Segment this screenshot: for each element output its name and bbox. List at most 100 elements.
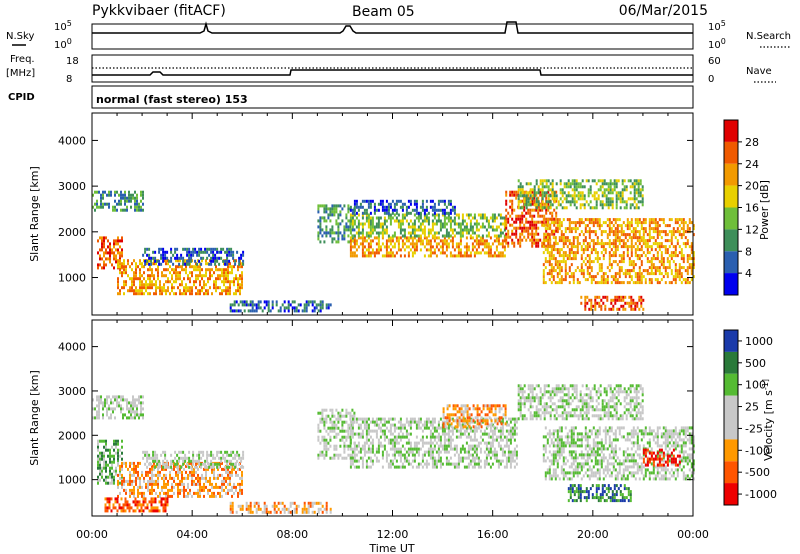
cell-band-2 — [163, 476, 165, 480]
cell-band-1 — [113, 475, 115, 479]
cell-band-11 — [610, 221, 613, 225]
cell-band-8 — [369, 202, 372, 206]
cell-band-2 — [133, 271, 135, 275]
cell-band-10 — [611, 203, 614, 207]
cell-band-2 — [185, 488, 187, 492]
cell-band-11 — [542, 275, 545, 279]
cell-band-7 — [487, 222, 490, 226]
cell-band-10 — [565, 200, 568, 204]
cell-band-11 — [552, 221, 555, 225]
cell-band-4 — [142, 509, 145, 513]
cell-band-8 — [413, 208, 416, 212]
cell-band-2 — [127, 274, 129, 278]
cell-band-12 — [612, 298, 615, 302]
cell-band-7 — [355, 417, 358, 421]
cell-band-3 — [164, 250, 167, 254]
cell-band-8 — [351, 208, 354, 212]
cell-band-3 — [214, 456, 217, 460]
cell-band-11 — [624, 224, 627, 228]
cell-band-6 — [439, 251, 442, 255]
cell-band-11 — [564, 275, 567, 279]
cell-band-6 — [429, 245, 432, 249]
cell-band-1 — [130, 199, 132, 203]
cell-band-10 — [635, 206, 638, 210]
cell-band-6 — [413, 245, 416, 249]
cell-band-12 — [588, 298, 591, 302]
cell-band-3 — [212, 256, 215, 260]
cell-band-2 — [221, 473, 223, 477]
cell-band-2 — [149, 488, 151, 492]
cell-band-11 — [576, 221, 579, 225]
cell-band-11 — [568, 218, 571, 222]
cell-band-1 — [103, 466, 105, 470]
cell-band-11 — [610, 281, 613, 285]
cell-band-2 — [217, 277, 219, 281]
cell-band-7 — [379, 222, 382, 226]
cell-band-0 — [99, 236, 101, 240]
cell-band-7 — [431, 222, 434, 226]
cell-band-5 — [337, 237, 340, 241]
cell-band-4 — [251, 309, 254, 313]
cell-band-11 — [560, 278, 563, 282]
colorbar-tick-label: 16 — [745, 202, 759, 215]
cell-band-2 — [167, 494, 169, 498]
cell-band-2 — [191, 467, 193, 471]
cell-band-11 — [620, 230, 623, 234]
cell-band-2 — [137, 289, 139, 293]
cell-band-10 — [529, 194, 532, 198]
cell-band-7 — [447, 213, 450, 217]
cell-band-11 — [618, 266, 621, 270]
cell-band-6 — [367, 254, 370, 258]
cell-band-0 — [138, 413, 140, 417]
cell-band-10 — [619, 194, 622, 198]
cell-band-7 — [399, 417, 402, 421]
cell-band-6 — [345, 438, 348, 442]
cell-band-11 — [588, 275, 591, 279]
cell-band-6 — [501, 239, 504, 243]
cell-band-2 — [187, 277, 189, 281]
cell-band-11 — [598, 263, 601, 267]
cell-band-11 — [640, 272, 643, 276]
cell-band-2 — [209, 479, 211, 483]
cell-band-2 — [155, 289, 157, 293]
cell-band-2 — [147, 488, 149, 492]
cell-band-11 — [602, 230, 605, 234]
cell-band-2 — [153, 262, 155, 266]
cell-band-5 — [249, 501, 252, 505]
cell-band-5 — [335, 222, 338, 226]
cell-band-1 — [114, 199, 116, 203]
cell-band-8 — [395, 199, 398, 203]
cell-band-11 — [678, 233, 681, 237]
cell-band-6 — [487, 251, 490, 255]
cell-band-1 — [114, 193, 116, 197]
cell-band-8 — [441, 211, 444, 215]
cell-band-3 — [154, 250, 157, 254]
cell-band-6 — [321, 408, 324, 412]
cell-band-11 — [664, 281, 667, 285]
cell-band-10 — [519, 194, 522, 198]
cell-band-12 — [622, 295, 625, 299]
cell-band-7 — [499, 213, 502, 217]
cell-band-6 — [413, 242, 416, 246]
cell-band-5 — [309, 504, 312, 508]
cell-band-5 — [317, 507, 320, 511]
cell-band-7 — [397, 432, 400, 436]
cell-band-2 — [207, 292, 209, 296]
cell-band-11 — [612, 275, 615, 279]
cell-band-0 — [117, 248, 119, 252]
cell-band-8 — [429, 205, 432, 209]
cell-band-3 — [158, 465, 161, 469]
cell-band-2 — [179, 283, 181, 287]
cell-band-2 — [143, 283, 145, 287]
cell-band-10 — [607, 185, 610, 189]
cell-band-6 — [367, 236, 370, 240]
cell-band-12 — [630, 295, 633, 299]
cell-band-2 — [171, 268, 173, 272]
cell-band-6 — [323, 417, 326, 421]
cell-band-6 — [503, 239, 506, 243]
cell-band-1 — [113, 454, 115, 458]
cell-band-2 — [145, 286, 147, 290]
cell-band-10 — [539, 203, 542, 207]
cell-band-0 — [116, 401, 118, 405]
cell-band-9 — [533, 235, 536, 239]
